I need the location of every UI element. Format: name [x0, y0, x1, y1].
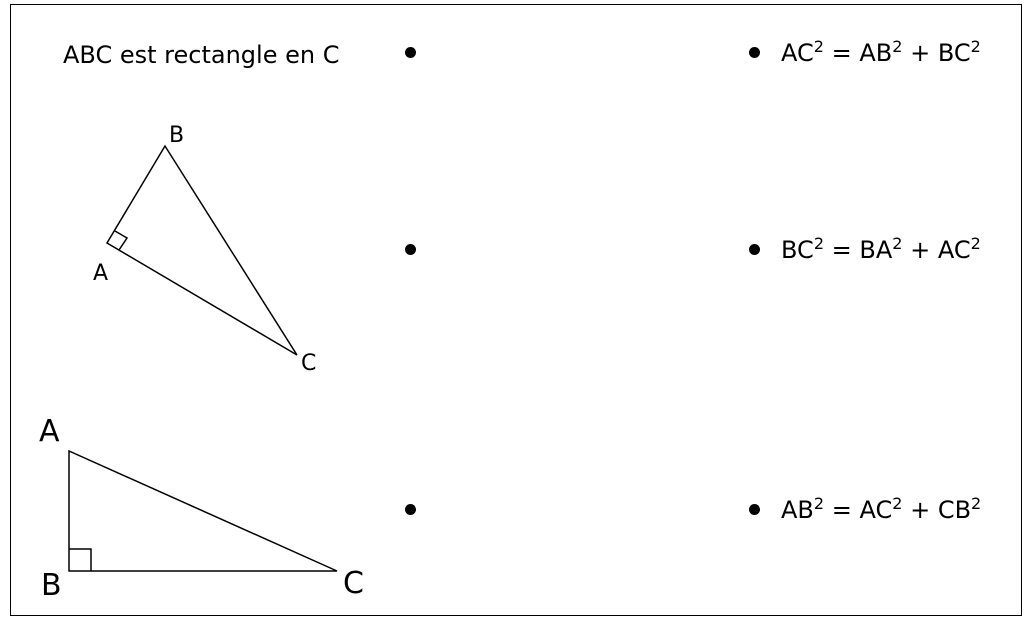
- triangle-1-shape: [105, 144, 298, 356]
- formula-2: BC2 = BA2 + AC2: [781, 234, 981, 265]
- match-dot-left-2[interactable]: [405, 244, 416, 255]
- formula-1: AC2 = AB2 + BC2: [781, 37, 981, 68]
- triangle-1-label-b: B: [169, 123, 185, 148]
- triangle-figure-1: [105, 144, 298, 356]
- triangle-1-label-c: C: [301, 351, 317, 376]
- exercise-frame: ABC est rectangle en C AC2 = AB2 + BC2 B…: [10, 4, 1022, 616]
- triangle-2-right-angle-mark: [69, 548, 92, 571]
- triangle-1-label-a: A: [93, 261, 109, 286]
- triangle-2-label-c: C: [343, 566, 364, 601]
- match-dot-right-2[interactable]: [749, 244, 760, 255]
- match-dot-left-1[interactable]: [405, 47, 416, 58]
- match-dot-left-3[interactable]: [405, 504, 416, 515]
- triangle-figure-2: [68, 449, 338, 572]
- triangle-2-label-a: A: [39, 414, 60, 449]
- formula-3: AB2 = AC2 + CB2: [781, 494, 982, 525]
- match-dot-right-3[interactable]: [749, 504, 760, 515]
- prompt-text: ABC est rectangle en C: [63, 41, 340, 69]
- match-dot-right-1[interactable]: [749, 47, 760, 58]
- triangle-1-right-angle-mark: [114, 230, 129, 251]
- triangle-2-shape: [68, 449, 338, 572]
- triangle-2-label-b: B: [41, 568, 62, 603]
